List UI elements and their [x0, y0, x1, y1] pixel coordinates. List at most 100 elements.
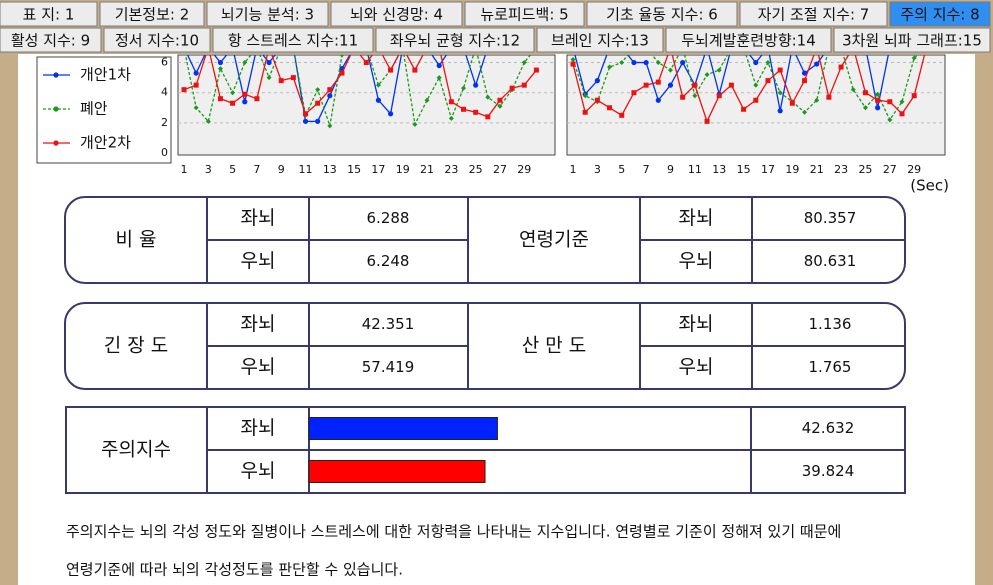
tab[interactable] — [0, 27, 102, 53]
point — [461, 85, 467, 91]
tab[interactable] — [0, 1, 98, 27]
point — [655, 79, 661, 85]
tab[interactable] — [464, 1, 585, 27]
series-line — [572, 55, 919, 122]
table-label: 산 만 도 — [522, 335, 587, 357]
point — [485, 94, 491, 100]
point — [436, 62, 442, 69]
tab-label[interactable]: 뇌와 신경망: 4 — [350, 6, 443, 24]
point — [692, 93, 698, 99]
tab[interactable] — [375, 27, 535, 53]
point — [838, 64, 844, 70]
tab-label[interactable]: 자기 조절 지수: 7 — [758, 6, 870, 24]
point — [485, 114, 491, 120]
tab-label[interactable]: 항 스트레스 지수:11 — [228, 32, 358, 50]
side-label: 우뇌 — [241, 356, 276, 378]
point — [424, 97, 430, 103]
point — [680, 94, 686, 100]
side-label: 좌뇌 — [679, 207, 714, 229]
tab-label[interactable]: 기초 율동 지수: 6 — [606, 6, 718, 24]
bar — [308, 460, 486, 483]
point — [302, 118, 309, 124]
point — [254, 96, 260, 102]
tab-label[interactable]: 표 지: 1 — [23, 6, 75, 24]
point — [643, 82, 649, 88]
point — [667, 82, 674, 88]
value: 39.824 — [802, 462, 855, 480]
tab[interactable] — [739, 1, 888, 27]
y-tick-label: 6 — [161, 56, 168, 69]
point — [375, 97, 382, 103]
point — [327, 87, 333, 93]
legend-label: 폐안 — [80, 100, 108, 118]
x-tick-label: 17 — [371, 163, 385, 176]
point — [802, 109, 808, 115]
tab[interactable] — [889, 1, 991, 27]
tab-label[interactable]: 브레인 지수:13 — [551, 32, 649, 50]
tab[interactable] — [330, 1, 463, 27]
tab[interactable] — [536, 27, 664, 53]
x-tick-label: 27 — [493, 163, 507, 176]
tab-label[interactable]: 두뇌계발훈련방향:14 — [681, 32, 816, 50]
x-tick-label: 11 — [299, 163, 313, 176]
point — [387, 111, 394, 117]
x-tick-label: 19 — [785, 163, 799, 176]
point — [594, 78, 600, 84]
side-label: 좌뇌 — [241, 417, 276, 439]
tab-label[interactable]: 3차원 뇌파 그래프:15 — [842, 32, 982, 50]
point — [339, 70, 345, 76]
tab-label[interactable]: 기본정보: 2 — [115, 6, 190, 24]
value: 6.248 — [367, 252, 410, 270]
point — [704, 72, 710, 78]
value: 6.288 — [367, 209, 410, 227]
point — [862, 105, 868, 111]
tab-label[interactable]: 주의 지수: 8 — [900, 6, 979, 24]
x-tick-label: 13 — [712, 163, 726, 176]
side-label: 우뇌 — [241, 250, 276, 272]
tab-label[interactable]: 좌우뇌 균형 지수:12 — [390, 32, 520, 50]
point — [887, 99, 893, 105]
point — [363, 60, 369, 66]
series — [181, 55, 539, 120]
y-tick-label: 2 — [161, 116, 168, 129]
legend-marker — [53, 72, 59, 78]
tab-label[interactable]: 활성 지수: 9 — [11, 32, 90, 50]
series — [570, 55, 919, 123]
value: 80.631 — [804, 252, 857, 270]
x-tick-label: 17 — [761, 163, 775, 176]
tab[interactable] — [833, 27, 991, 53]
tab[interactable] — [586, 1, 738, 27]
tab[interactable] — [212, 27, 374, 53]
point — [448, 115, 454, 121]
x-tick-label: 7 — [643, 163, 650, 176]
x-tick-label: 15 — [737, 163, 751, 176]
point — [473, 109, 479, 115]
tab[interactable] — [103, 27, 211, 53]
point — [266, 75, 272, 81]
legend-label: 개안2차 — [80, 134, 131, 152]
point — [217, 66, 223, 72]
point — [315, 87, 321, 93]
point — [217, 96, 223, 102]
x-tick-label: 3 — [594, 163, 601, 176]
tab-label[interactable]: 뉴로피드백: 5 — [480, 6, 568, 24]
x-tick-label: 29 — [517, 163, 531, 176]
point — [741, 106, 747, 112]
point — [607, 64, 613, 70]
tab-label[interactable]: 뇌기능 분석: 3 — [221, 6, 314, 24]
tab[interactable] — [665, 27, 832, 53]
value: 42.351 — [362, 315, 415, 333]
tab[interactable] — [99, 1, 205, 27]
point — [303, 111, 309, 117]
point — [205, 118, 211, 124]
point — [266, 59, 272, 66]
point — [193, 70, 199, 76]
point — [388, 67, 394, 73]
point — [667, 67, 673, 73]
side-label: 우뇌 — [679, 250, 714, 272]
tab-label[interactable]: 정서 지수:10 — [115, 32, 199, 50]
y-tick-label: 0 — [161, 146, 168, 159]
tab[interactable] — [206, 1, 329, 27]
series — [570, 55, 926, 124]
point — [777, 108, 783, 114]
